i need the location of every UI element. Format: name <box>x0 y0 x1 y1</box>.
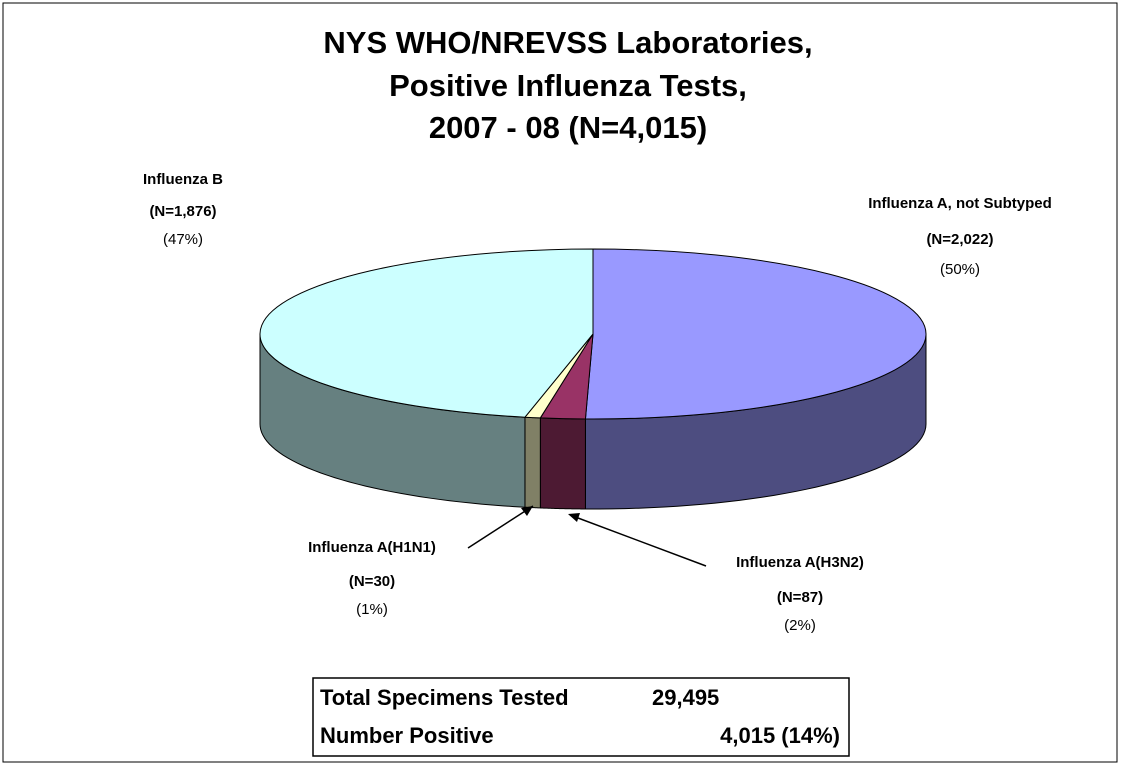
chart-title: NYS WHO/NREVSS Laboratories, <box>323 25 812 60</box>
arrow-head <box>568 513 580 522</box>
slice <box>584 248 927 420</box>
slice-label: Influenza A(H1N1) <box>308 539 436 556</box>
slice-label: Influenza A(H3N2) <box>736 554 864 571</box>
share-label: (47%) <box>163 231 203 248</box>
pie <box>259 248 927 510</box>
share-label: (50%) <box>940 261 980 278</box>
slice-label: Influenza B <box>143 171 223 188</box>
slice-label: Influenza A, not Subtyped <box>868 195 1052 212</box>
value-label: (N=1,876) <box>149 203 216 220</box>
table-cell: Total Specimens Tested <box>320 685 569 710</box>
chart-title: Positive Influenza Tests, <box>389 68 747 103</box>
value-label: (N=30) <box>349 573 395 590</box>
table-cell: 4,015 (14%) <box>720 723 840 748</box>
chart-title: 2007 - 08 (N=4,015) <box>429 110 707 145</box>
slice <box>259 248 594 418</box>
slice-side <box>539 417 586 510</box>
value-label: (N=2,022) <box>926 231 993 248</box>
value-label: (N=87) <box>777 589 823 606</box>
leader-line <box>467 505 534 549</box>
summary-box <box>312 677 850 757</box>
share-label: (1%) <box>356 601 388 618</box>
leader-line <box>569 514 707 567</box>
table-cell: Number Positive <box>320 723 494 748</box>
arrow-head <box>521 506 533 516</box>
share-label: (2%) <box>784 617 816 634</box>
table-cell: 29,495 <box>652 685 719 710</box>
slice-side <box>524 416 541 509</box>
